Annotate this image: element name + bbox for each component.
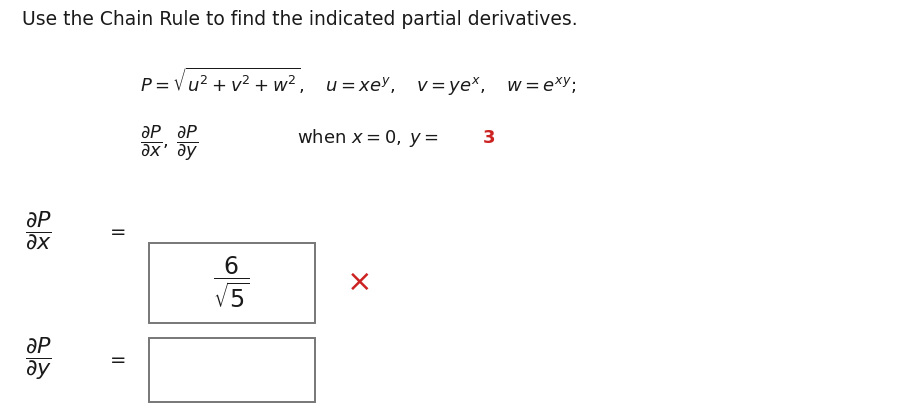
Text: $\dfrac{\partial P}{\partial x}$: $\dfrac{\partial P}{\partial x}$ [25,209,52,252]
Text: $\dfrac{6}{\sqrt{5}}$: $\dfrac{6}{\sqrt{5}}$ [213,254,250,310]
Text: $\mathbf{3}$: $\mathbf{3}$ [482,129,495,147]
FancyBboxPatch shape [148,243,315,323]
Text: $=$: $=$ [106,349,126,368]
Text: Use the Chain Rule to find the indicated partial derivatives.: Use the Chain Rule to find the indicated… [22,10,578,29]
Text: $P = \sqrt{u^2 + v^2 + w^2},\quad u = xe^y,\quad v = ye^x,\quad w = e^{xy};$: $P = \sqrt{u^2 + v^2 + w^2},\quad u = xe… [140,66,576,98]
FancyBboxPatch shape [148,338,315,402]
Text: $=$: $=$ [106,221,126,240]
Text: when $x = 0,\; y = $: when $x = 0,\; y = $ [297,127,439,149]
Text: $\times$: $\times$ [346,268,370,297]
Text: $\dfrac{\partial P}{\partial x},\;\dfrac{\partial P}{\partial y}$: $\dfrac{\partial P}{\partial x},\;\dfrac… [140,124,198,163]
Text: $\dfrac{\partial P}{\partial y}$: $\dfrac{\partial P}{\partial y}$ [25,335,52,382]
